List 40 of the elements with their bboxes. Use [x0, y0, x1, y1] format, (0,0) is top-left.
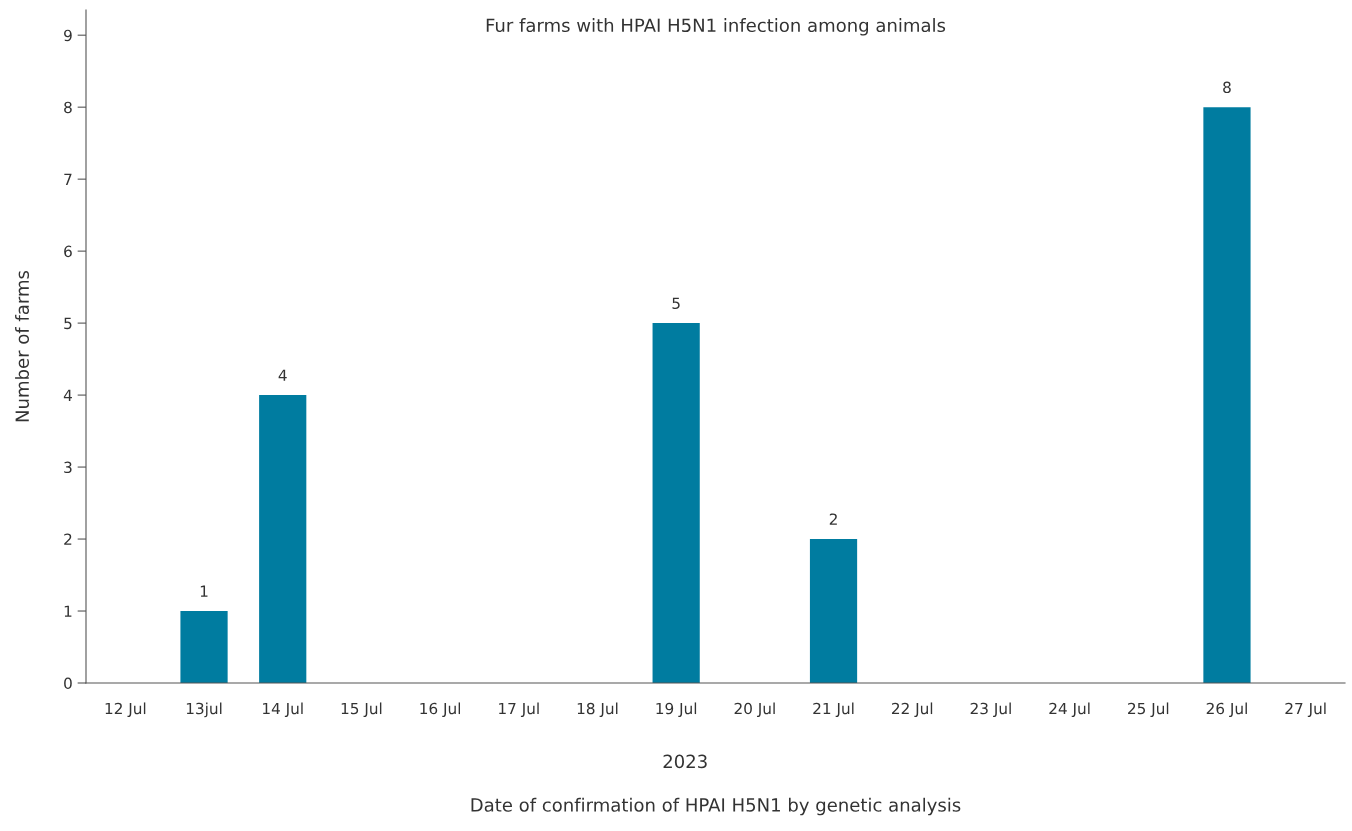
x-tick-label: 18 Jul	[577, 702, 618, 718]
chart-title: Fur farms with HPAI H5N1 infection among animals	[486, 18, 946, 36]
data-label: 4	[278, 369, 287, 381]
x-tick-label: 27 Jul	[1285, 702, 1326, 718]
data-label: 8	[1223, 81, 1231, 94]
x-tick-label: 14 Jul	[263, 702, 303, 718]
x-tick-label: 12 Jul	[105, 702, 146, 718]
x-tick-label: 19 Jul	[656, 702, 697, 718]
data-label: 5	[672, 297, 680, 310]
bar	[809, 539, 858, 683]
bar	[652, 323, 700, 683]
y-tick-label: 9	[64, 29, 72, 42]
bar	[259, 395, 307, 683]
x-tick-label: 21 Jul	[813, 702, 854, 718]
x-axis-title: Date of confirmation of HPAI H5N1 by genetic analysis	[471, 797, 961, 816]
y-tick-label: 3	[64, 461, 72, 474]
x-tick-label: 25 Jul	[1128, 702, 1169, 718]
y-axis-title: Number of farms	[15, 270, 30, 422]
y-tick-label: 5	[64, 317, 72, 330]
x-tick-label: 15 Jul	[341, 702, 382, 718]
bar	[1203, 107, 1251, 683]
y-tick-label: 4	[63, 389, 72, 401]
x-tick-label: 20 Jul	[734, 702, 775, 718]
data-label: 1	[200, 585, 208, 597]
x-tick-label: 22 Jul	[891, 702, 933, 718]
x-tick-label: 13jul	[186, 702, 222, 718]
y-tick-label: 6	[64, 245, 72, 258]
x-tick-label: 16 Jul	[420, 702, 461, 718]
y-tick-label: 2	[64, 533, 72, 545]
y-tick-label: 7	[64, 173, 72, 185]
data-label: 2	[829, 513, 837, 525]
x-tick-label: 26 Jul	[1206, 702, 1247, 718]
bar	[180, 611, 228, 683]
y-tick-label: 1	[64, 605, 72, 617]
x-tick-label: 17 Jul	[499, 702, 539, 718]
x-tick-label: 23 Jul	[970, 702, 1011, 718]
y-tick-label: 0	[64, 677, 72, 690]
x-tick-label: 24 Jul	[1049, 702, 1090, 718]
text: 2023	[663, 754, 707, 769]
y-tick-label: 8	[64, 101, 72, 114]
